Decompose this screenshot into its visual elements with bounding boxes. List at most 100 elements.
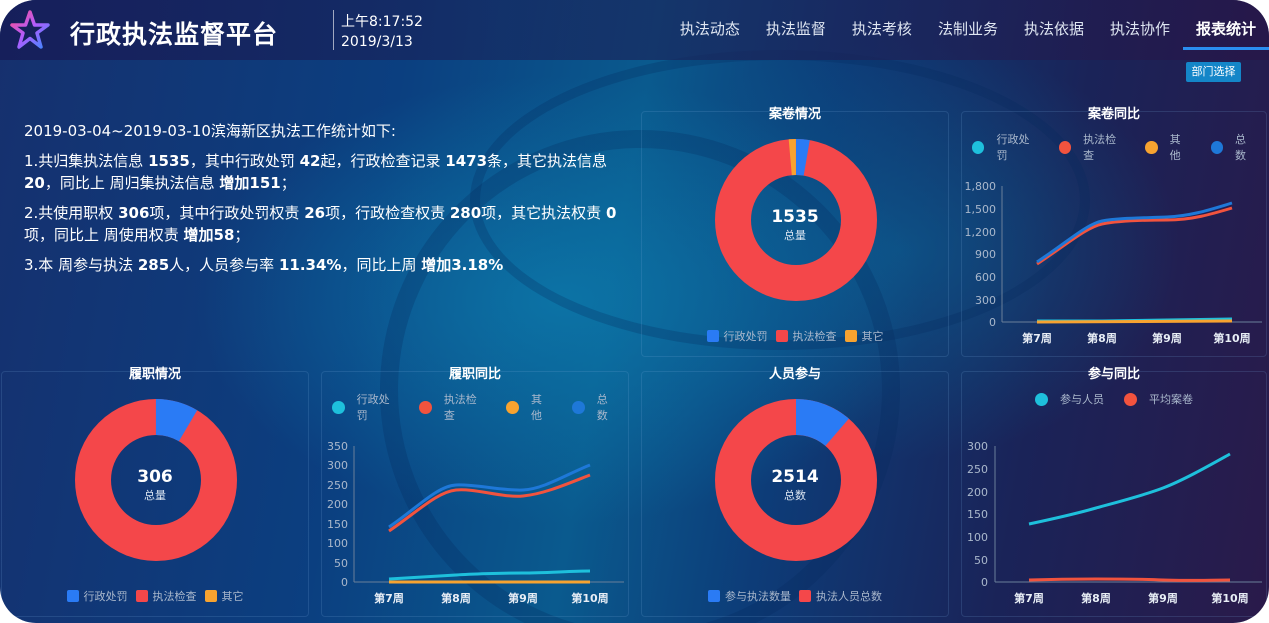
svg-text:150: 150 [967, 508, 988, 521]
chart-legend: 行政处罚 执法检查 其他 总数 [322, 391, 628, 423]
svg-text:300: 300 [327, 459, 348, 472]
donut-total-value: 306 [137, 467, 173, 487]
legend-dot-icon [1210, 140, 1224, 154]
svg-text:第9周: 第9周 [1148, 591, 1178, 605]
legend-swatch-icon [135, 590, 148, 602]
svg-text:第9周: 第9周 [508, 591, 538, 605]
nav-item-legal-business[interactable]: 法制业务 [937, 20, 998, 38]
legend-swatch-icon [775, 330, 788, 342]
svg-text:300: 300 [975, 294, 996, 307]
panel-case-status: 案卷情况 1535 总量 行政处罚 执法检查 其它 [641, 107, 949, 357]
legend-dot-icon [1124, 392, 1137, 406]
legend-item[interactable]: 执法检查 [1058, 131, 1126, 163]
summary-line-2: 2.共使用职权 306项，其中行政处罚权责 26项，行政检查权责 280项，其它… [24, 204, 617, 244]
nav-item-enforcement-supervision[interactable]: 执法监督 [765, 20, 826, 38]
legend-swatch-icon [799, 590, 811, 602]
app-title: 行政执法监督平台 [70, 20, 279, 49]
svg-text:1,200: 1,200 [965, 226, 997, 239]
legend-item[interactable]: 行政处罚 [706, 328, 768, 344]
panel-title: 案卷同比 [1087, 107, 1140, 122]
legend-dot-icon [1145, 140, 1158, 154]
nav-item-enforcement-news[interactable]: 执法动态 [679, 20, 740, 38]
legend-dot-icon [1035, 392, 1048, 406]
chart-legend: 参与执法数量 执法人员总数 [642, 588, 948, 604]
legend-swatch-icon [204, 590, 217, 602]
weekly-summary: 2019-03-04~2019-03-10滨海新区执法工作统计如下: 1.共归集… [24, 120, 640, 284]
svg-text:第7周: 第7周 [1022, 331, 1052, 345]
legend-item[interactable]: 总数 [572, 391, 618, 423]
legend-item[interactable]: 其他 [506, 391, 552, 423]
panel-staff-participation: 人员参与 2514 总数 参与执法数量 执法人员总数 [641, 367, 949, 617]
duty-status-donut-chart [75, 399, 237, 561]
svg-text:100: 100 [967, 531, 988, 544]
nav-item-enforcement-collaboration[interactable]: 执法协作 [1109, 20, 1170, 38]
donut-center: 306 总量 [2, 467, 308, 503]
panel-title: 案卷情况 [768, 107, 821, 122]
panel-title: 参与同比 [1087, 367, 1140, 382]
legend-item[interactable]: 其它 [844, 328, 884, 344]
panel-duty-yoy: 履职同比 行政处罚 执法检查 其他 总数 350 300 250 200 150… [321, 367, 629, 617]
legend-item[interactable]: 执法检查 [419, 391, 486, 423]
donut-total-value: 2514 [771, 467, 819, 487]
svg-text:50: 50 [334, 557, 348, 570]
department-select-button[interactable]: 部门选择 [1186, 62, 1241, 82]
chart-legend: 行政处罚 执法检查 其他 总数 [962, 131, 1266, 163]
clock-date: 2019/3/13 [341, 34, 413, 50]
legend-item[interactable]: 其他 [1145, 131, 1190, 163]
summary-heading: 2019-03-04~2019-03-10滨海新区执法工作统计如下: [24, 122, 396, 140]
legend-item[interactable]: 执法检查 [775, 328, 837, 344]
legend-item[interactable]: 行政处罚 [66, 588, 128, 604]
legend-item[interactable]: 执法检查 [135, 588, 197, 604]
header-divider [333, 10, 334, 50]
summary-line-1: 1.共归集执法信息 1535，其中行政处罚 42起，行政检查记录 1473条，其… [24, 152, 608, 192]
svg-text:第10周: 第10周 [1211, 591, 1248, 605]
legend-item[interactable]: 平均案卷 [1124, 391, 1193, 407]
svg-text:1,500: 1,500 [965, 203, 997, 216]
staff-yoy-line-chart: 300 250 200 150 100 50 0 第7周 第8周 第9周 第10… [967, 440, 1262, 605]
legend-item[interactable]: 参与执法数量 [708, 588, 791, 604]
nav-item-enforcement-basis[interactable]: 执法依据 [1023, 20, 1084, 38]
svg-text:第7周: 第7周 [374, 591, 404, 605]
legend-swatch-icon [66, 590, 79, 602]
donut-total-label: 总量 [144, 489, 166, 502]
legend-item[interactable]: 执法人员总数 [799, 588, 882, 604]
svg-text:600: 600 [975, 271, 996, 284]
svg-text:200: 200 [967, 486, 988, 499]
svg-text:第10周: 第10周 [571, 591, 608, 605]
svg-text:100: 100 [327, 537, 348, 550]
star-logo-icon [10, 10, 50, 49]
donut-center: 2514 总数 [642, 467, 948, 503]
legend-item[interactable]: 行政处罚 [332, 391, 399, 423]
legend-item[interactable]: 其它 [204, 588, 244, 604]
nav-item-report-statistics[interactable]: 报表统计 [1182, 18, 1269, 50]
summary-line-3: 3.本 周参与执法 285人，人员参与率 11.34%，同比上周 增加3.18% [24, 256, 504, 274]
legend-item[interactable]: 参与人员 [1035, 391, 1104, 407]
legend-dot-icon [972, 140, 985, 154]
panel-duty-status: 履职情况 306 总量 行政处罚 执法检查 其它 [1, 367, 309, 617]
legend-dot-icon [506, 400, 519, 414]
case-status-donut-chart [715, 139, 877, 301]
legend-dot-icon [419, 400, 432, 414]
svg-text:300: 300 [967, 440, 988, 453]
panel-title: 履职同比 [448, 367, 501, 382]
legend-swatch-icon [706, 330, 719, 342]
legend-swatch-icon [708, 590, 720, 602]
nav-item-enforcement-assessment[interactable]: 执法考核 [851, 20, 912, 38]
svg-text:350: 350 [327, 440, 348, 453]
svg-text:1,800: 1,800 [965, 180, 997, 193]
donut-total-label: 总数 [784, 489, 806, 502]
clock: 上午8:17:52 2019/3/13 [341, 12, 423, 52]
legend-item[interactable]: 行政处罚 [972, 131, 1039, 163]
panel-title: 人员参与 [768, 367, 821, 382]
donut-total-value: 1535 [771, 207, 819, 227]
legend-item[interactable]: 总数 [1210, 131, 1256, 163]
chart-legend: 行政处罚 执法检查 其它 [2, 588, 308, 604]
svg-text:第8周: 第8周 [441, 591, 471, 605]
legend-dot-icon [332, 400, 345, 414]
panel-staff-yoy: 参与同比 参与人员 平均案卷 300 250 200 150 100 50 0 … [961, 367, 1267, 617]
svg-text:第8周: 第8周 [1087, 331, 1117, 345]
staff-donut-chart [715, 399, 877, 561]
header-bar: 行政执法监督平台 上午8:17:52 2019/3/13 执法动态 执法监督 执… [0, 0, 1269, 60]
svg-text:第10周: 第10周 [1213, 331, 1250, 345]
